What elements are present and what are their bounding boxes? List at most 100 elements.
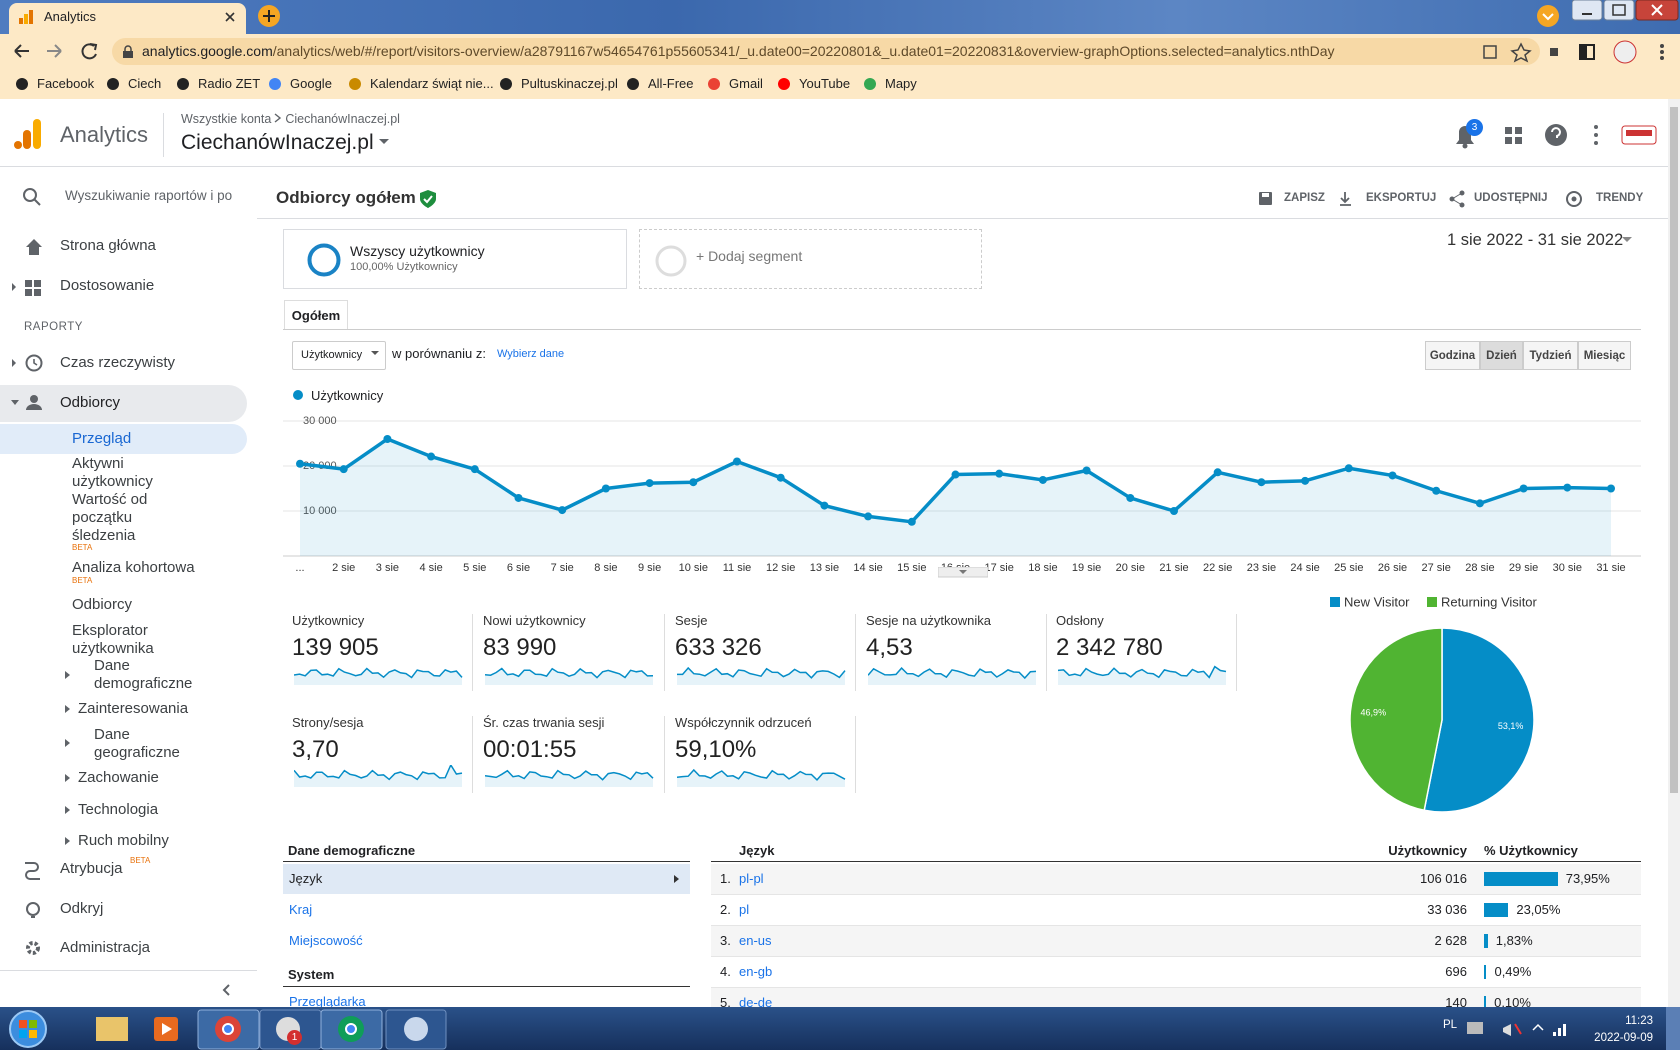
nav-discover[interactable]: Odkryj bbox=[60, 900, 104, 917]
browser-icons[interactable] bbox=[1478, 40, 1674, 64]
metric-value: 139 905 bbox=[292, 634, 379, 661]
bookmark[interactable]: Mapy bbox=[885, 76, 917, 91]
nav-cohort[interactable]: Analiza kohortowa bbox=[72, 559, 195, 576]
scroll-thumb[interactable] bbox=[1670, 107, 1678, 793]
action-share[interactable]: UDOSTĘPNIJ bbox=[1474, 192, 1548, 204]
nav-home[interactable]: Strona główna bbox=[60, 237, 156, 254]
metric-select[interactable]: Użytkownicy bbox=[292, 341, 386, 370]
browser-tab[interactable] bbox=[9, 3, 246, 34]
breadcrumb[interactable]: Wszystkie konta CiechanówInaczej.pl bbox=[181, 112, 400, 126]
nav-demographics[interactable]: Dane demograficzne bbox=[94, 657, 193, 692]
add-segment-card[interactable] bbox=[639, 229, 982, 289]
tray-icons[interactable] bbox=[1465, 1016, 1585, 1040]
choose-metric[interactable]: Wybierz dane bbox=[497, 348, 565, 360]
nav-realtime[interactable]: Czas rzeczywisty bbox=[60, 354, 176, 371]
nav-lifetime-value[interactable]: Wartość od początku śledzenia bbox=[72, 491, 148, 544]
sparkline-area bbox=[868, 668, 1036, 685]
sparkline-area bbox=[677, 770, 845, 787]
demo-city[interactable]: Miejscowość bbox=[289, 933, 363, 948]
system-browser[interactable]: Przeglądarka bbox=[289, 994, 366, 1009]
row-share: 0,49% bbox=[1494, 964, 1532, 979]
row-language[interactable]: en-us bbox=[739, 933, 772, 948]
nav-technology[interactable]: Technologia bbox=[78, 801, 159, 818]
icon-shape bbox=[708, 78, 720, 90]
bookmark[interactable]: Ciech bbox=[128, 76, 162, 91]
tab-overview[interactable]: Ogółem bbox=[284, 300, 348, 329]
bookmark[interactable]: YouTube bbox=[799, 76, 851, 91]
collapse-sidebar[interactable] bbox=[220, 983, 234, 997]
bottom-nav-icons bbox=[25, 862, 40, 955]
tab-close[interactable] bbox=[224, 11, 236, 23]
metric-divider bbox=[472, 716, 473, 793]
segment-card[interactable] bbox=[283, 229, 627, 289]
point bbox=[1301, 476, 1310, 485]
granularity-hour[interactable]: Godzina bbox=[1425, 341, 1480, 370]
active-item-bg bbox=[0, 424, 247, 454]
nav-attribution[interactable]: Atrybucja bbox=[60, 860, 123, 877]
bookmark[interactable]: All-Free bbox=[648, 76, 694, 91]
row-language[interactable]: de-de bbox=[739, 995, 773, 1010]
granularity-day[interactable]: Dzień bbox=[1480, 341, 1523, 370]
property-picker[interactable]: CiechanówInaczej.pl bbox=[181, 131, 394, 155]
bookmark[interactable]: Facebook bbox=[37, 76, 95, 91]
point bbox=[296, 459, 304, 468]
row-rank: 4. bbox=[720, 964, 731, 979]
bookmark[interactable]: Google bbox=[290, 76, 332, 91]
report-search[interactable]: Wyszukiwanie raportów i po bbox=[65, 188, 233, 203]
demo-country[interactable]: Kraj bbox=[289, 902, 313, 917]
row-language[interactable]: pl-pl bbox=[739, 871, 764, 886]
bookmark[interactable]: Radio ZET bbox=[198, 76, 261, 91]
nav-user-explorer[interactable]: Eksplorator użytkownika bbox=[72, 622, 154, 657]
tab-search[interactable] bbox=[1536, 4, 1560, 28]
nav-overview[interactable]: Przegląd bbox=[72, 430, 132, 447]
granularity-week[interactable]: Tydzień bbox=[1523, 341, 1578, 370]
point bbox=[689, 478, 698, 487]
point bbox=[427, 452, 436, 461]
bookmark[interactable]: Pultuskinaczej.pl bbox=[521, 76, 618, 91]
nav-admin[interactable]: Administracja bbox=[60, 939, 151, 956]
granularity-month[interactable]: Miesiąc bbox=[1578, 341, 1631, 370]
chart-handle[interactable] bbox=[938, 567, 988, 578]
url-bar[interactable]: analytics.google.com/analytics/web/#/rep… bbox=[112, 38, 1540, 65]
action-save[interactable]: ZAPISZ bbox=[1284, 192, 1325, 204]
legend-label: Returning Visitor bbox=[1441, 594, 1538, 609]
date-range[interactable]: 1 sie 2022 - 31 sie 2022 bbox=[1447, 231, 1624, 249]
active-chevron bbox=[674, 875, 679, 883]
nav-active-users[interactable]: Aktywni użytkownicy bbox=[72, 455, 153, 490]
window-controls[interactable] bbox=[1572, 0, 1680, 22]
action-insights[interactable]: TRENDY bbox=[1596, 192, 1644, 204]
reports-heading: RAPORTY bbox=[24, 321, 83, 333]
metric-value: 2 342 780 bbox=[1056, 634, 1163, 661]
expand-arrow bbox=[65, 739, 70, 747]
input-language[interactable]: PL bbox=[1443, 1019, 1458, 1031]
bookmark[interactable]: Gmail bbox=[729, 76, 763, 91]
x-tick-label: 12 sie bbox=[766, 562, 795, 574]
sparkline bbox=[677, 768, 846, 787]
nav-customize[interactable]: Dostosowanie bbox=[60, 277, 155, 294]
nav-behavior[interactable]: Zachowanie bbox=[78, 769, 159, 786]
system-heading: System bbox=[288, 967, 335, 982]
bookmark-icon bbox=[864, 78, 876, 90]
action-export[interactable]: EKSPORTUJ bbox=[1366, 192, 1437, 204]
row-language[interactable]: en-gb bbox=[739, 964, 773, 979]
nav-buttons[interactable] bbox=[10, 40, 102, 62]
sparkline-line bbox=[677, 666, 846, 679]
nav-geo[interactable]: Dane geograficzne bbox=[94, 726, 180, 761]
bookmark[interactable]: Kalendarz świąt nie... bbox=[370, 76, 494, 91]
nav-interests[interactable]: Zainteresowania bbox=[78, 700, 189, 717]
point bbox=[1607, 484, 1615, 493]
nav-audience-sub[interactable]: Odbiorcy bbox=[72, 596, 133, 613]
nav-mobile[interactable]: Ruch mobilny bbox=[78, 832, 169, 849]
customize-icon bbox=[12, 280, 41, 296]
add-segment-ring bbox=[655, 245, 687, 277]
taskbar-apps[interactable] bbox=[6, 1008, 466, 1050]
demo-language[interactable]: Język bbox=[289, 871, 323, 886]
sparkline-line bbox=[1058, 665, 1227, 679]
point bbox=[514, 493, 523, 502]
show-desktop[interactable] bbox=[1666, 1007, 1680, 1050]
share-bar bbox=[1484, 872, 1558, 886]
row-language[interactable]: pl bbox=[739, 902, 750, 917]
nav-audience[interactable]: Odbiorcy bbox=[60, 394, 121, 411]
new-tab[interactable] bbox=[257, 4, 281, 28]
